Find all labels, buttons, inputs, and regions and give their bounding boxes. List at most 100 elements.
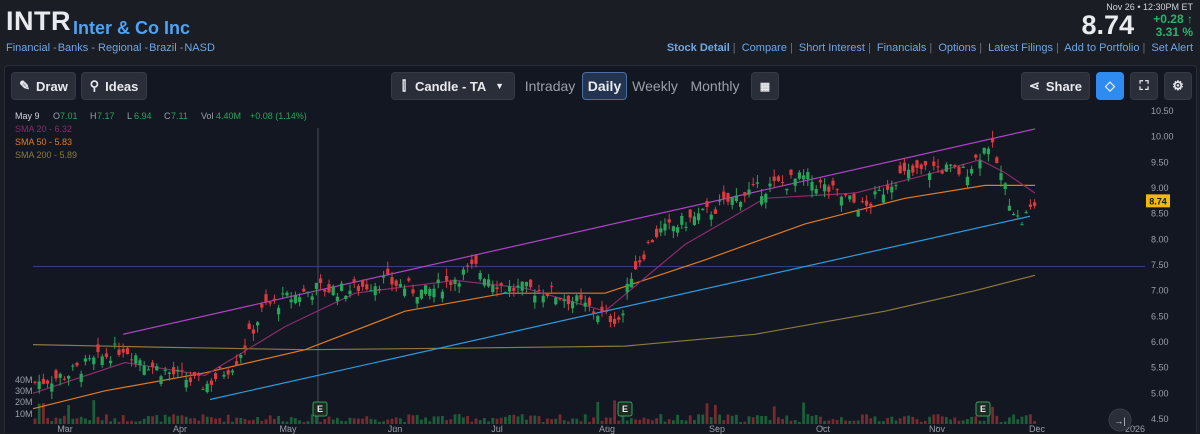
candle-body [575,295,579,302]
draw-button[interactable]: ✎ Draw [11,72,76,100]
volume-bar [541,421,545,424]
candle-body [398,283,402,287]
candle-body [768,183,772,187]
candle-body [310,296,314,300]
volume-bar [907,415,910,424]
fullscreen-button[interactable]: ⛶ [1130,72,1158,100]
candle-body [915,160,919,168]
candle-body [856,210,860,217]
volume-bar [621,416,625,424]
company-name[interactable]: Inter & Co Inc [73,18,191,38]
candle-body [818,180,822,183]
volume-bar [714,404,717,424]
volume-bar [982,420,986,424]
channel-upper-line [122,128,1036,335]
candle-body [260,303,264,308]
candle-body [911,165,915,173]
candle-body [760,196,764,205]
candle-body [268,302,272,304]
link-add-portfolio[interactable]: Add to Portfolio [1064,42,1140,54]
category-sector[interactable]: Financial [6,42,51,54]
volume-bar [630,418,633,424]
link-stock-detail[interactable]: Stock Detail [666,42,730,54]
volume-bar [655,418,658,424]
x-tick-label: 2026 [1125,424,1145,434]
candle-body [487,279,491,287]
legend-h-label: H [90,111,97,121]
ideas-button[interactable]: ⚲ Ideas [81,72,147,100]
volume-bar [285,421,289,424]
volume-bar [109,421,112,424]
link-compare[interactable]: Compare [741,42,787,54]
candle-body [697,213,701,221]
category-industry[interactable]: Banks - Regional [57,42,142,54]
calendar-button[interactable]: ▦ [751,72,779,100]
link-financials[interactable]: Financials [876,42,927,54]
candle-body [331,286,335,296]
volume-bar [571,418,574,424]
candle-body [344,295,348,299]
settings-button[interactable]: ⚙ [1164,72,1192,100]
candle-body [928,173,932,181]
volume-bar [126,421,129,424]
candle-body [155,366,159,371]
volume-bar [105,414,108,424]
chart-panel: ✎ Draw ⚲ Ideas ⫿ Candle - TA ▼ Intraday Dail… [4,65,1197,434]
volume-bar [386,419,390,424]
candle-body [88,358,92,360]
volume-bar [352,418,356,424]
volume-bar [676,414,679,424]
candle-body [739,201,743,207]
volume-bar [987,414,990,424]
legend-date: May 9 [15,111,40,121]
volume-bar [88,420,91,424]
candle-body [289,299,293,303]
volume-bar [499,417,503,424]
volume-bar [894,420,898,424]
candle-body [1033,202,1037,206]
volume-bar [966,419,969,424]
tab-intraday[interactable]: Intraday [524,78,576,94]
volume-bar [940,416,944,424]
category-exchange[interactable]: NASD [184,42,215,54]
volume-bar [709,417,713,424]
candle-body [852,194,856,203]
volume-bar [449,419,453,424]
tab-daily[interactable]: Daily [582,72,627,100]
link-options[interactable]: Options [938,42,977,54]
candle-body [835,189,839,191]
y-tick-label: 10.50 [1151,106,1174,116]
lightbulb-icon: ⚲ [89,78,100,93]
volume-bar [550,419,553,424]
link-latest-filings[interactable]: Latest Filings [988,42,1053,54]
candle-body [377,289,381,291]
candle-body [436,279,440,284]
candle-body [865,200,869,206]
link-short-interest[interactable]: Short Interest [798,42,865,54]
price-chart[interactable]: 10.50 10.00 9.50 9.00 8.50 8.00 7.50 7.00 6.50 6.… [5,106,1196,434]
volume-bar [327,416,331,424]
candle-body [67,375,71,379]
volume-bar [462,417,465,424]
candle-body [596,315,600,323]
volume-bar [693,419,696,424]
chart-type-select[interactable]: ⫿ Candle - TA ▼ [391,72,515,100]
volume-bar [516,416,520,424]
share-button[interactable]: ⋖ Share [1021,72,1090,100]
tab-weekly[interactable]: Weekly [632,78,678,94]
tab-monthly[interactable]: Monthly [690,78,740,94]
volume-bar [222,421,226,424]
quote-datetime: Nov 26 • 12:30PM ET [1106,2,1193,12]
candle-body [902,162,906,172]
volume-bar [579,421,583,424]
premium-button[interactable]: ◇ [1096,72,1124,100]
category-country[interactable]: Brazil [149,42,177,54]
volume-bar [390,418,394,424]
volume-bar [441,415,444,424]
volume-bar [684,420,688,424]
candle-body [235,361,239,366]
volume-bar [1012,414,1015,424]
legend-sma200: SMA 200 - 5.89 [15,150,77,160]
volume-bar [823,420,826,424]
link-set-alert[interactable]: Set Alert [1151,42,1193,54]
